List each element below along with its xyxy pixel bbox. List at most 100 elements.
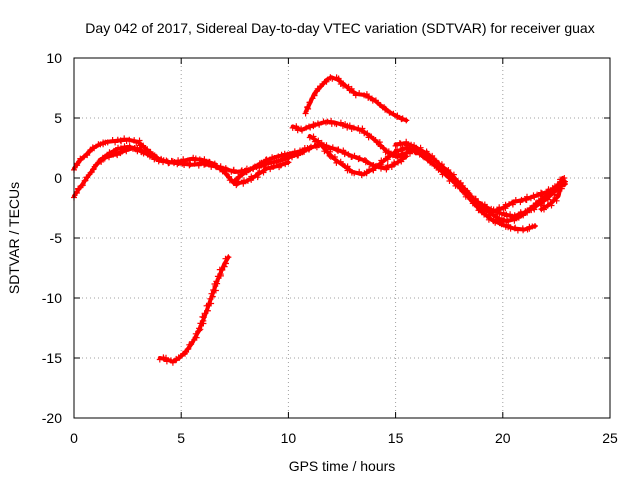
- data-point: [549, 184, 556, 191]
- data-point: [391, 150, 398, 156]
- data-point: [377, 142, 384, 149]
- data-point: [520, 227, 527, 234]
- data-point: [169, 359, 176, 366]
- data-point: [454, 181, 460, 188]
- data-point: [77, 156, 84, 163]
- data-point: [186, 162, 193, 169]
- data-point: [225, 254, 232, 261]
- data-point: [285, 159, 292, 166]
- data-point: [222, 170, 229, 177]
- data-point: [337, 158, 344, 165]
- series-line: [157, 255, 231, 364]
- data-point: [286, 151, 293, 158]
- data-point: [356, 155, 363, 162]
- data-point: [392, 142, 399, 149]
- data-point: [361, 92, 368, 99]
- data-point: [140, 142, 147, 149]
- data-point: [329, 75, 336, 82]
- data-point: [101, 155, 108, 162]
- data-point: [534, 191, 541, 198]
- x-axis-label: GPS time / hours: [289, 458, 396, 474]
- data-point: [264, 157, 271, 164]
- series-track-f: [289, 117, 433, 163]
- data-point: [84, 152, 91, 159]
- data-point: [399, 115, 406, 122]
- data-point: [89, 144, 96, 151]
- data-point: [192, 155, 199, 162]
- x-tick-label: 15: [388, 430, 404, 446]
- series-track-j: [461, 178, 568, 225]
- data-point: [356, 168, 363, 175]
- data-point: [403, 117, 410, 124]
- data-point: [346, 122, 353, 129]
- data-point: [429, 152, 436, 159]
- data-point: [87, 169, 94, 176]
- data-point: [193, 334, 200, 341]
- data-point: [337, 119, 344, 126]
- data-point: [310, 135, 317, 142]
- data-point: [478, 204, 485, 211]
- data-point: [224, 166, 230, 173]
- data-point: [505, 218, 512, 225]
- data-point: [145, 149, 151, 156]
- data-point: [382, 105, 389, 112]
- data-point: [439, 171, 446, 178]
- data-point: [213, 278, 220, 285]
- data-point: [263, 156, 270, 163]
- data-point: [548, 188, 555, 195]
- x-tick-label: 0: [70, 430, 78, 446]
- data-point: [262, 164, 269, 170]
- data-point: [404, 142, 410, 149]
- data-point: [230, 167, 237, 174]
- data-point: [378, 157, 385, 164]
- data-point: [553, 183, 560, 190]
- data-point: [363, 157, 370, 164]
- data-point: [197, 326, 204, 333]
- data-point: [477, 201, 484, 208]
- data-point: [221, 263, 228, 270]
- data-point: [195, 162, 202, 169]
- data-point: [520, 212, 527, 219]
- data-point: [348, 154, 355, 160]
- data-point: [260, 169, 267, 176]
- data-point: [205, 159, 212, 166]
- data-point: [112, 139, 119, 146]
- data-point: [219, 267, 226, 273]
- data-point: [514, 227, 521, 234]
- data-point: [365, 134, 372, 141]
- data-point: [395, 159, 401, 166]
- data-point: [553, 197, 560, 204]
- data-point: [399, 156, 406, 163]
- data-point: [515, 214, 522, 221]
- data-point: [388, 164, 395, 170]
- data-point: [557, 179, 564, 186]
- data-point: [507, 211, 514, 218]
- data-point: [163, 354, 169, 361]
- data-point: [75, 186, 82, 193]
- data-point: [123, 138, 130, 144]
- data-point: [486, 209, 493, 216]
- data-point: [487, 212, 494, 219]
- data-point: [258, 159, 265, 166]
- data-point: [277, 162, 284, 169]
- data-point: [538, 206, 545, 213]
- data-point: [96, 158, 103, 165]
- data-point: [243, 169, 250, 176]
- data-point: [394, 146, 401, 153]
- data-point: [208, 290, 215, 297]
- data-point: [271, 162, 278, 169]
- data-point: [535, 197, 542, 204]
- data-point: [241, 177, 247, 184]
- data-point: [333, 121, 340, 128]
- data-point: [113, 150, 120, 157]
- data-point: [226, 173, 233, 180]
- data-point: [204, 307, 211, 314]
- data-point: [443, 170, 450, 177]
- data-point: [140, 150, 147, 157]
- data-point: [281, 150, 288, 157]
- data-point: [136, 137, 143, 144]
- data-point: [348, 85, 355, 92]
- data-point: [522, 208, 529, 215]
- data-point: [345, 83, 352, 90]
